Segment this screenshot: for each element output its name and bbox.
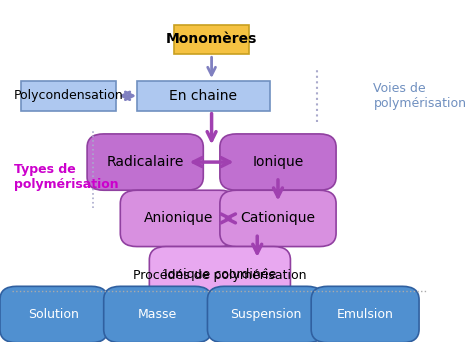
Text: Radicalaire: Radicalaire (107, 155, 184, 169)
FancyBboxPatch shape (0, 286, 108, 342)
FancyBboxPatch shape (137, 81, 270, 111)
FancyBboxPatch shape (104, 286, 211, 342)
FancyBboxPatch shape (220, 190, 336, 247)
FancyBboxPatch shape (208, 286, 324, 342)
Text: Polycondensation: Polycondensation (14, 89, 123, 102)
FancyArrowPatch shape (208, 57, 216, 75)
Text: Cationique: Cationique (240, 211, 316, 225)
FancyArrowPatch shape (122, 92, 133, 100)
FancyBboxPatch shape (174, 25, 249, 54)
FancyBboxPatch shape (120, 190, 237, 247)
FancyBboxPatch shape (87, 134, 203, 190)
Text: Monomères: Monomères (166, 32, 257, 47)
Text: Emulsion: Emulsion (337, 308, 393, 321)
FancyArrowPatch shape (273, 180, 283, 197)
Text: Ionique coordinée: Ionique coordinée (164, 268, 276, 281)
Text: Voies de
polymérisation: Voies de polymérisation (374, 82, 466, 110)
Text: Procédés de polymérisation: Procédés de polymérisation (133, 269, 307, 282)
FancyArrowPatch shape (207, 114, 216, 141)
FancyArrowPatch shape (253, 236, 262, 253)
FancyArrowPatch shape (221, 214, 236, 223)
Text: Types de
polymérisation: Types de polymérisation (15, 163, 119, 191)
Text: Masse: Masse (138, 308, 177, 321)
FancyArrowPatch shape (193, 158, 230, 167)
Text: Solution: Solution (28, 308, 79, 321)
Text: Suspension: Suspension (230, 308, 301, 321)
FancyBboxPatch shape (220, 134, 336, 190)
FancyBboxPatch shape (311, 286, 419, 342)
Text: En chaine: En chaine (169, 89, 237, 103)
FancyBboxPatch shape (149, 247, 291, 303)
Text: Anionique: Anionique (144, 211, 213, 225)
Text: Ionique: Ionique (252, 155, 304, 169)
FancyBboxPatch shape (21, 81, 116, 111)
